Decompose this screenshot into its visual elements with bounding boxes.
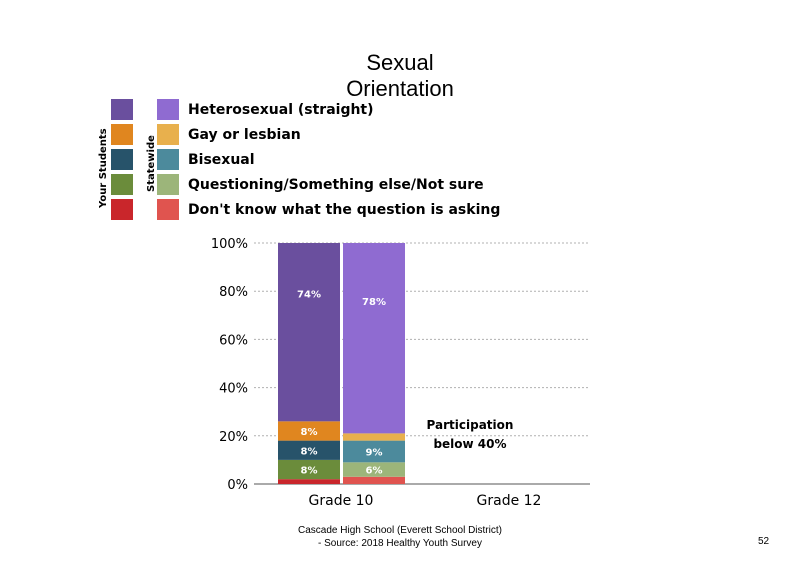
bar-segment <box>278 243 340 422</box>
data-label: 74% <box>297 290 321 301</box>
legend-swatch-your-heterosexual <box>111 99 133 120</box>
data-label: 6% <box>366 466 383 477</box>
data-label: 8% <box>301 427 318 438</box>
bar-segment <box>343 462 405 477</box>
legend-swatch-state-gay <box>157 124 179 145</box>
y-tick-label: 20% <box>219 430 248 445</box>
legend-swatch-your-bisexual <box>111 149 133 170</box>
footer-source: Cascade High School (Everett School Dist… <box>240 524 560 550</box>
bar-segment <box>278 421 340 441</box>
bar-segment <box>343 433 405 441</box>
legend-label-heterosexual: Heterosexual (straight) <box>188 102 374 118</box>
bar-segment <box>278 479 340 484</box>
participation-note: Participation below 40% <box>420 416 520 454</box>
legend-swatch-your-dont-know <box>111 199 133 220</box>
footer-line-1: Cascade High School (Everett School Dist… <box>298 525 502 536</box>
legend-swatch-state-bisexual <box>157 149 179 170</box>
data-label: 9% <box>366 447 383 458</box>
bar-segment <box>343 440 405 463</box>
y-tick-label: 40% <box>219 382 248 397</box>
y-tick-label: 60% <box>219 333 248 348</box>
legend-label-questioning: Questioning/Something else/Not sure <box>188 177 484 193</box>
bar-segment <box>278 459 340 480</box>
bar-segment <box>278 440 340 460</box>
x-category-label: Grade 12 <box>477 493 542 509</box>
legend-swatch-state-questioning <box>157 174 179 195</box>
data-label: 8% <box>301 466 318 477</box>
participation-line-1: Participation <box>426 418 514 432</box>
legend-swatch-state-heterosexual <box>157 99 179 120</box>
y-tick-label: 0% <box>227 478 248 493</box>
bar-segment <box>343 243 405 434</box>
data-label: 8% <box>301 446 318 457</box>
x-category-label: Grade 10 <box>309 493 374 509</box>
bar-segment <box>343 476 405 484</box>
legend-label-dont-know: Don't know what the question is asking <box>188 202 501 218</box>
participation-line-2: below 40% <box>433 437 507 451</box>
legend-swatch-your-questioning <box>111 174 133 195</box>
footer-line-2: - Source: 2018 Healthy Youth Survey <box>318 538 482 549</box>
legend-label-gay: Gay or lesbian <box>188 127 301 143</box>
title-line-2: Orientation <box>346 76 454 101</box>
legend-swatch-state-dont-know <box>157 199 179 220</box>
legend-swatch-your-gay <box>111 124 133 145</box>
y-tick-label: 100% <box>211 237 248 252</box>
title-line-1: Sexual <box>366 50 434 75</box>
legend-label-bisexual: Bisexual <box>188 152 255 168</box>
chart-title: Sexual Orientation <box>300 50 500 102</box>
y-tick-label: 80% <box>219 285 248 300</box>
data-label: 78% <box>362 297 386 308</box>
page-number: 52 <box>758 536 770 547</box>
